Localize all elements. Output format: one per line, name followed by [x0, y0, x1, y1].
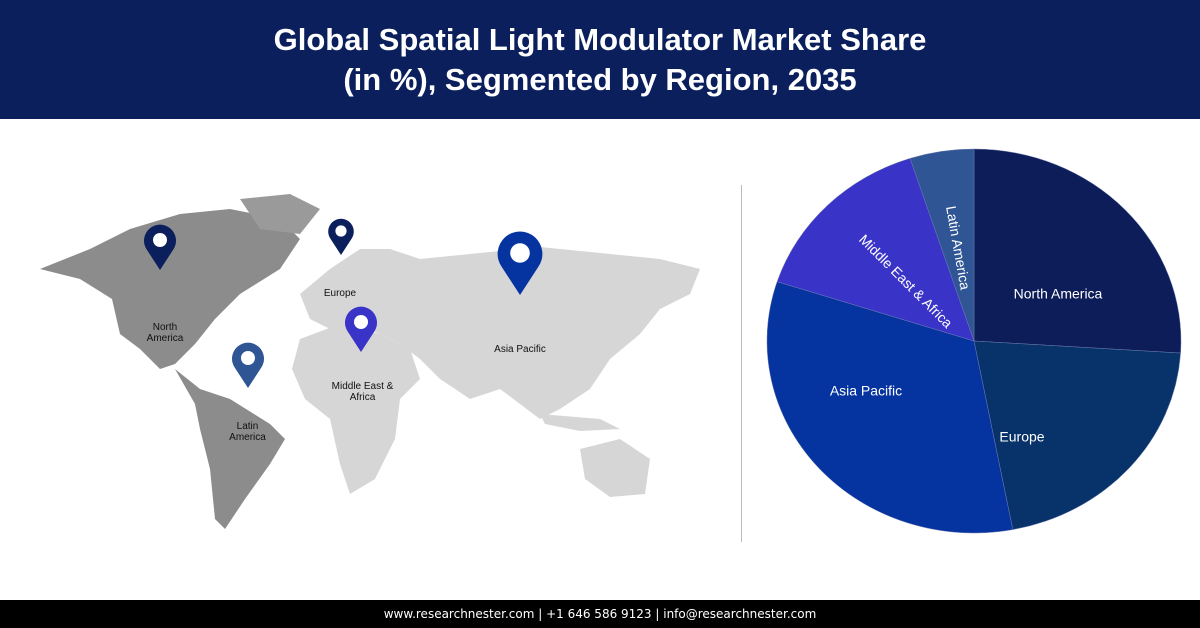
- divider: [741, 185, 742, 542]
- map-pin-icon: [345, 306, 377, 352]
- map-pin-icon: [144, 224, 176, 270]
- pie-slice-latin-america: [909, 148, 975, 342]
- map-pin-label: Latin America: [229, 421, 266, 443]
- greenland: [240, 194, 320, 234]
- pie-slice-middle-east-africa: [776, 158, 975, 342]
- title-banner: Global Spatial Light Modulator Market Sh…: [0, 0, 1200, 119]
- pie-label: North America: [1014, 286, 1103, 302]
- map-pin-icon: [232, 342, 264, 388]
- pie-slice-europe: [973, 340, 1181, 530]
- title-line-2: (in %), Segmented by Region, 2035: [343, 62, 857, 97]
- map-pin-icon: [328, 218, 354, 255]
- footer-contact: www.researchnester.com | +1 646 586 9123…: [0, 600, 1200, 628]
- pie-slice-asia-pacific: [766, 281, 1014, 534]
- pie-slice-north-america: [973, 148, 1182, 354]
- title-line-1: Global Spatial Light Modulator Market Sh…: [273, 22, 927, 57]
- map-landmass-light: [292, 247, 700, 497]
- pie-label: Europe: [999, 429, 1044, 445]
- world-map: [40, 194, 700, 529]
- map-pin-label: Europe: [323, 288, 357, 299]
- map-pin-icon: [497, 231, 543, 295]
- pie-label: Asia Pacific: [830, 383, 902, 399]
- map-pin-label: Asia Pacific: [494, 344, 546, 355]
- map-pin-label: North America: [146, 322, 184, 344]
- map-pin-label: Middle East & Africa: [331, 381, 394, 403]
- map-landmass-americas: [40, 209, 300, 529]
